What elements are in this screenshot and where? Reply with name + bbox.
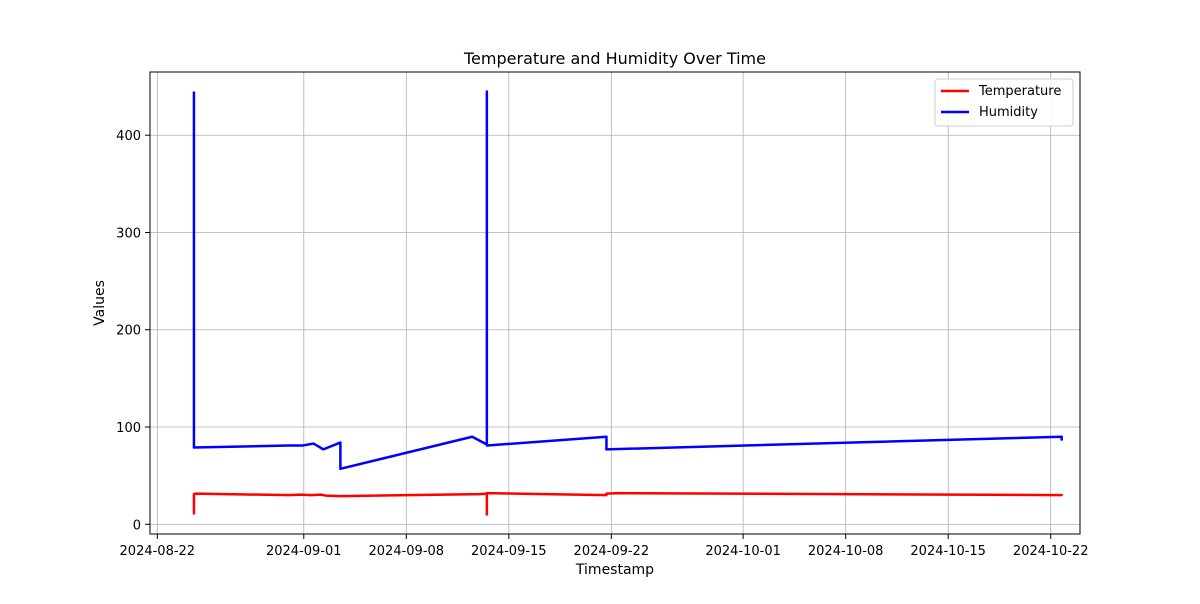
legend-label-humidity: Humidity (979, 105, 1038, 120)
x-tick-label: 2024-10-08 (808, 544, 884, 559)
series-line-humidity (192, 90, 1063, 471)
x-tick-label: 2024-09-01 (266, 544, 342, 559)
x-tick-label: 2024-10-22 (1013, 544, 1089, 559)
legend-box (934, 78, 1074, 127)
plot-area-frame (149, 71, 1081, 535)
x-tick-label: 2024-09-08 (369, 544, 445, 559)
y-tick-label: 200 (116, 324, 141, 339)
x-tick-label: 2024-09-22 (574, 544, 650, 559)
y-axis-label: Values (92, 280, 108, 326)
y-tick-label: 300 (116, 226, 141, 241)
x-axis-ticks: 2024-08-22 2024-09-01 2024-09-08 2024-09-15… (120, 534, 1089, 559)
x-tick-label: 2024-08-22 (120, 544, 196, 559)
series-lines (192, 90, 1063, 516)
y-tick-label: 400 (116, 129, 141, 144)
x-axis-label: Timestamp (575, 562, 654, 578)
x-tick-label: 2024-09-15 (471, 544, 547, 559)
x-tick-label: 2024-10-15 (910, 544, 986, 559)
grid-lines (150, 72, 1080, 534)
y-axis-ticks: 0 100 200 300 400 (116, 129, 150, 533)
y-tick-label: 100 (116, 421, 141, 436)
series-line-temperature (192, 491, 1063, 516)
chart-title: Temperature and Humidity Over Time (463, 49, 766, 68)
legend-label-temperature: Temperature (978, 84, 1061, 99)
y-tick-label: 0 (133, 518, 141, 533)
x-tick-label: 2024-10-01 (705, 544, 781, 559)
legend: Temperature Humidity (934, 78, 1074, 127)
